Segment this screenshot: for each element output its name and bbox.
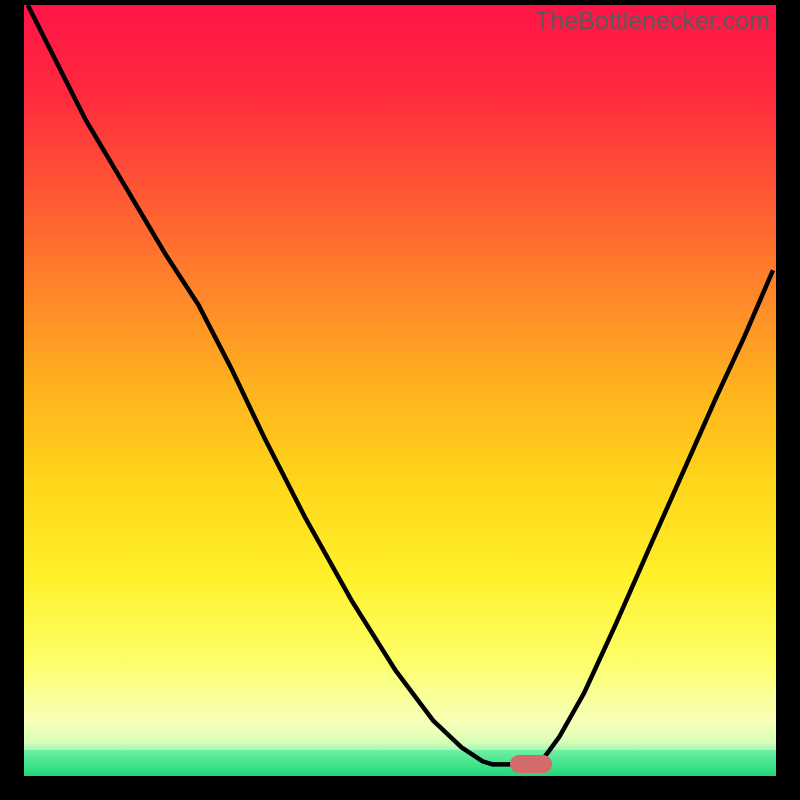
plot-area: TheBottlenecker.com (24, 5, 776, 776)
watermark-text: TheBottlenecker.com (535, 7, 770, 36)
bottleneck-curve (28, 5, 773, 764)
chart-frame: TheBottlenecker.com (0, 0, 800, 800)
optimal-point-marker (510, 755, 552, 773)
bottleneck-curve-svg (24, 5, 776, 776)
